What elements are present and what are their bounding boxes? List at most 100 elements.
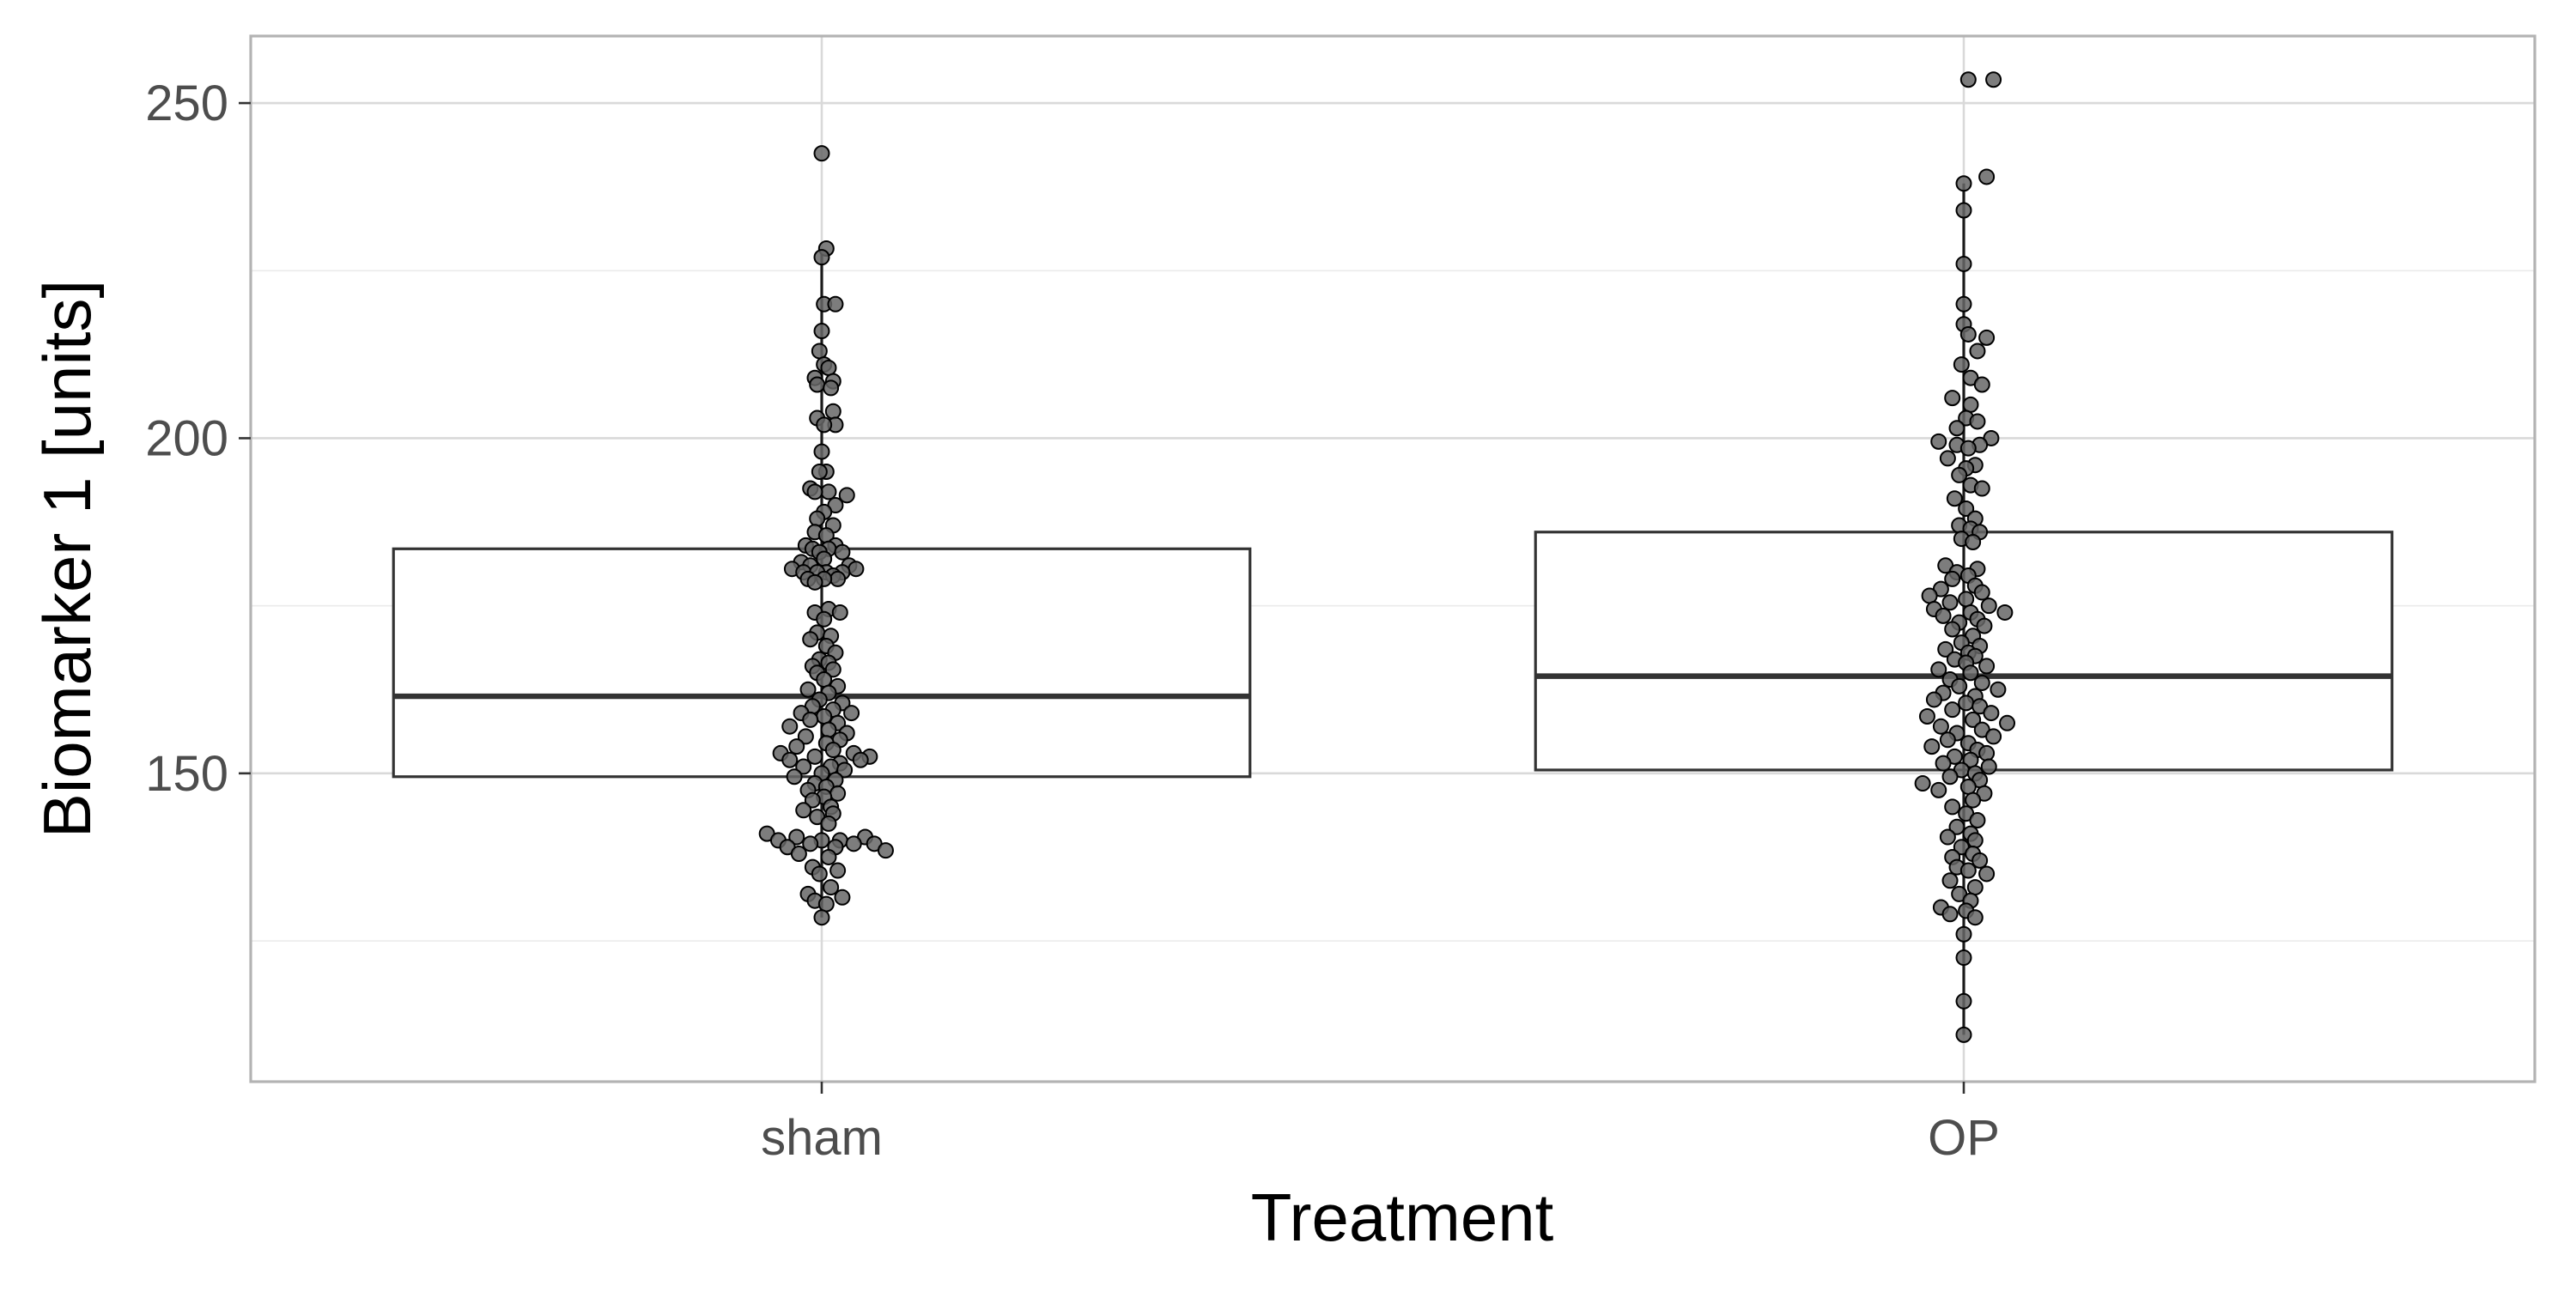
data-point-op <box>1939 828 1956 846</box>
data-points <box>758 71 2016 1043</box>
data-point-op <box>1935 607 1952 624</box>
data-point-sham <box>802 711 819 728</box>
data-point-op <box>1944 570 1961 587</box>
data-point-op <box>1966 909 1984 926</box>
data-point-op <box>1930 781 1947 798</box>
data-point-op <box>1976 617 1993 634</box>
data-point-sham <box>809 510 826 527</box>
data-point-op <box>1923 738 1941 755</box>
boxes <box>392 183 2394 1035</box>
data-point-op <box>1930 661 1947 678</box>
data-point-sham <box>820 359 837 376</box>
data-point-sham <box>781 718 799 735</box>
data-point-op <box>1959 325 1977 343</box>
data-point-sham <box>799 681 817 698</box>
data-point-sham <box>813 323 830 340</box>
data-point-op <box>1978 744 1996 761</box>
data-point-op <box>1983 705 2000 722</box>
data-point-op <box>1969 413 1986 430</box>
data-point-op <box>1941 594 1959 611</box>
x-axis-title: Treatment <box>1251 1180 1554 1255</box>
data-point-sham <box>811 343 828 360</box>
data-point-sham <box>795 802 812 819</box>
data-point-sham <box>823 879 840 896</box>
data-point-sham <box>834 889 851 906</box>
data-point-op <box>1985 71 2002 88</box>
data-point-op <box>1962 396 1979 413</box>
data-point-op <box>1944 390 1961 407</box>
data-point-op <box>1980 758 1997 775</box>
data-point-op <box>1969 343 1986 360</box>
data-point-sham <box>813 443 830 460</box>
data-point-op <box>1946 490 1963 507</box>
data-point-op <box>1978 658 1996 675</box>
data-point-sham <box>843 705 860 722</box>
data-point-sham <box>816 707 833 725</box>
data-point-sham <box>877 842 894 859</box>
data-point-sham <box>827 295 844 312</box>
data-point-op <box>1985 728 2002 745</box>
data-point-op <box>1932 718 1949 735</box>
data-point-op <box>1978 329 1996 346</box>
data-point-sham <box>802 631 819 648</box>
data-point-op <box>1930 433 1947 450</box>
data-point-op <box>1953 356 1970 373</box>
data-point-op <box>1965 711 1982 728</box>
data-point-sham <box>781 751 799 768</box>
axes: 150 200 250 sham OP <box>145 76 2000 1166</box>
data-point-sham <box>824 403 841 420</box>
data-point-sham <box>797 728 814 745</box>
data-point-sham <box>816 671 833 688</box>
data-point-op <box>1999 714 2016 731</box>
data-point-op <box>1944 798 1961 816</box>
data-point-sham <box>811 865 828 883</box>
data-point-sham <box>813 145 830 162</box>
data-point-op <box>1955 295 1972 312</box>
data-point-sham <box>820 483 837 500</box>
data-point-op <box>1959 862 1977 879</box>
data-point-op <box>1971 852 1989 869</box>
data-point-op <box>1937 640 1954 658</box>
data-point-sham <box>790 846 807 863</box>
data-point-sham <box>813 249 830 266</box>
data-point-op <box>1958 591 1975 608</box>
data-point-op <box>1990 681 2007 698</box>
data-point-op <box>1978 168 1996 185</box>
data-point-op <box>1951 466 1968 483</box>
data-point-op <box>1951 677 1968 695</box>
x-tick-label-op: OP <box>1928 1110 2000 1166</box>
data-point-sham <box>829 785 847 802</box>
data-point-op <box>1941 768 1959 786</box>
data-point-op <box>1973 480 1990 497</box>
data-point-op <box>1955 202 1972 219</box>
data-point-op <box>1939 731 1956 749</box>
data-point-op <box>1996 604 2014 621</box>
data-point-op <box>1948 818 1965 835</box>
data-point-op <box>1966 832 1984 849</box>
data-point-sham <box>806 573 823 591</box>
y-tick-label: 200 <box>145 410 228 466</box>
data-point-op <box>1941 872 1959 889</box>
x-tick-label-sham: sham <box>761 1110 883 1166</box>
data-point-sham <box>820 848 837 865</box>
data-point-op <box>1973 674 1990 691</box>
data-point-sham <box>824 661 841 678</box>
data-point-op <box>1939 450 1956 467</box>
panel-border <box>249 34 2537 1083</box>
data-point-op <box>1921 587 1938 604</box>
data-point-op <box>1935 755 1952 772</box>
data-point-op <box>1955 949 1972 967</box>
data-point-op <box>1925 691 1942 708</box>
y-tick-label: 250 <box>145 76 228 131</box>
data-point-sham <box>811 464 828 480</box>
data-point-sham <box>834 543 851 561</box>
data-point-op <box>1978 865 1996 883</box>
data-point-op <box>1955 255 1972 272</box>
data-point-op <box>1959 778 1977 795</box>
data-point-sham <box>836 761 854 779</box>
data-point-op <box>1948 420 1965 437</box>
data-point-sham <box>820 815 837 832</box>
data-point-sham <box>816 550 833 567</box>
data-point-sham <box>809 376 826 393</box>
